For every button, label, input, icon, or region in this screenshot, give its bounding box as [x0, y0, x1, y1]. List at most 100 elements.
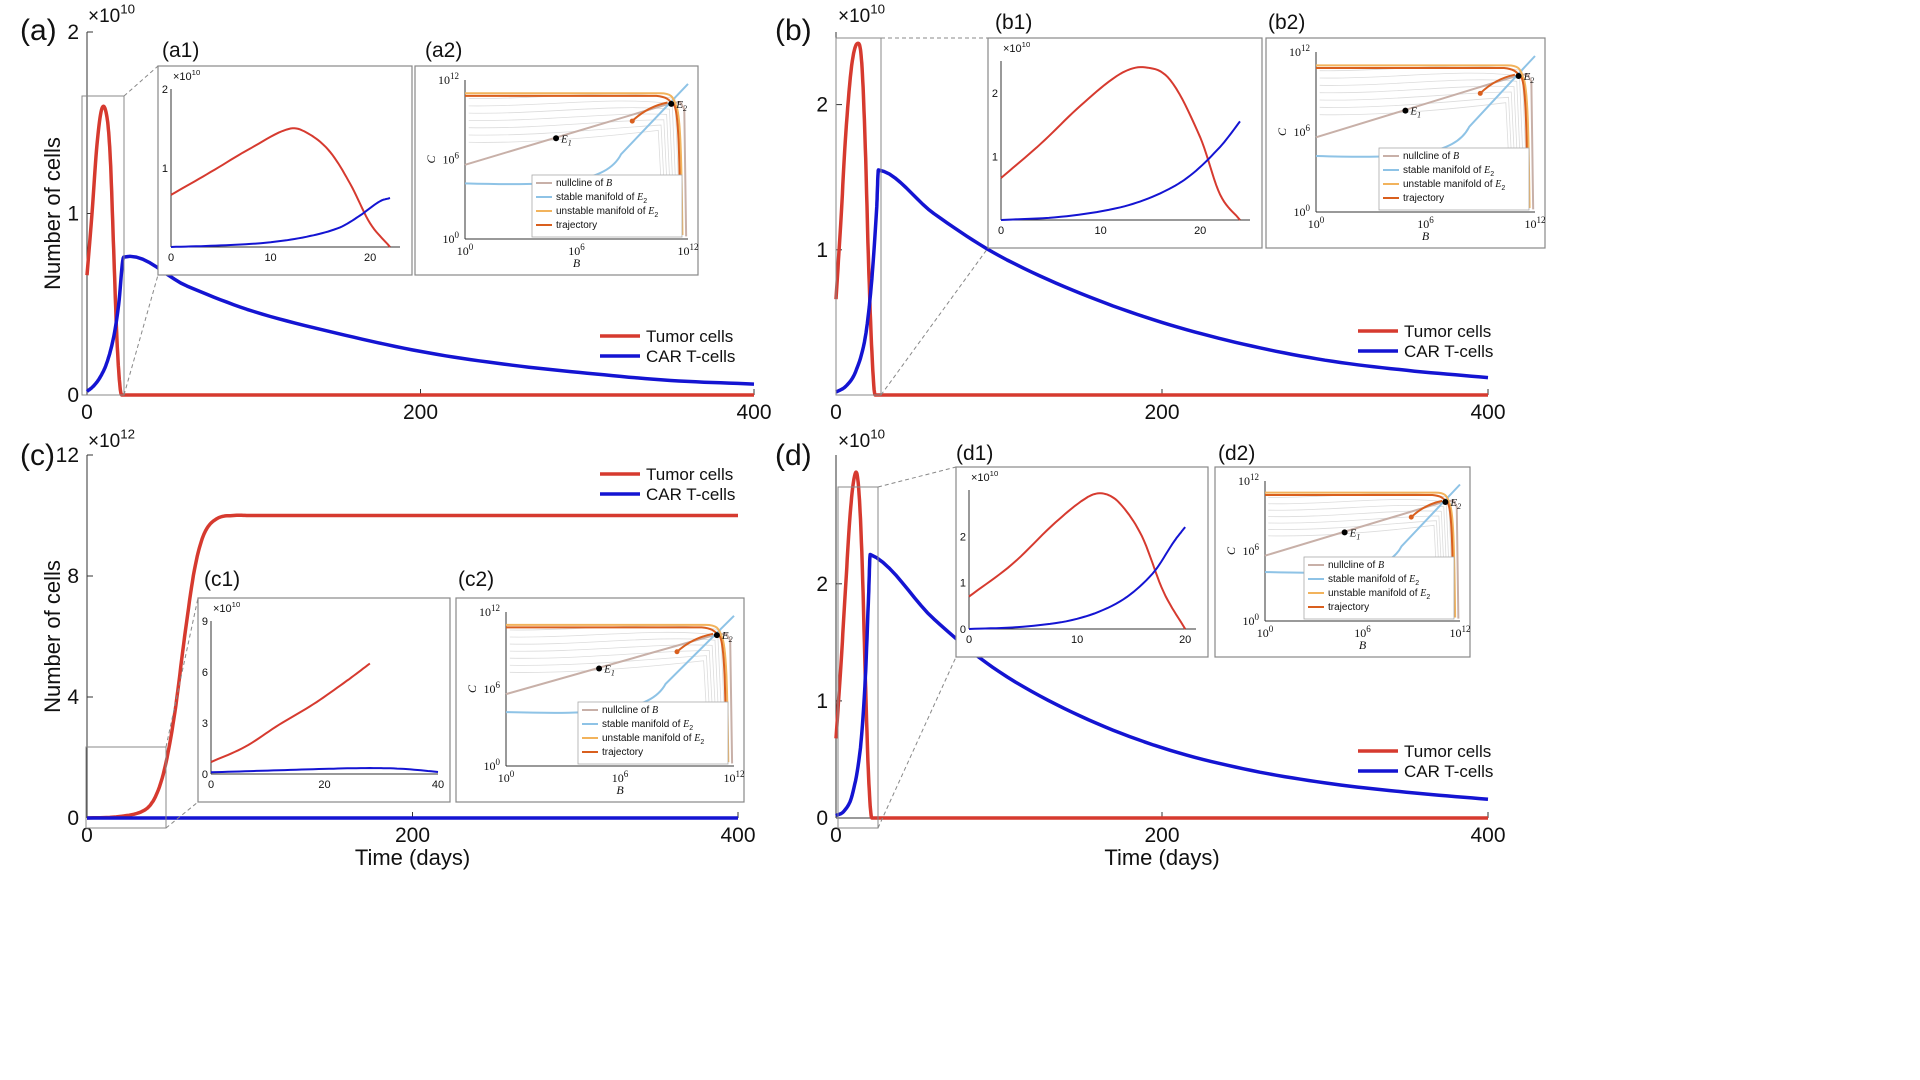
zoom-box: [837, 486, 879, 829]
phase-y-tick-label: 106: [1294, 123, 1311, 139]
trajectory-segment: [676, 632, 714, 653]
phase-y-tick-label: 106: [484, 680, 501, 696]
inset-x-tick-label: 10: [264, 252, 276, 264]
legend-sub: 2: [1426, 594, 1430, 601]
flow-line: [1319, 72, 1526, 209]
tick-power: 12: [1301, 43, 1310, 53]
phase-y-tick-label: 1012: [1238, 472, 1259, 488]
phase-legend-entry: trajectory: [1328, 602, 1369, 613]
zoom-connector: [880, 247, 989, 396]
phase-legend-entry: stable manifold of E2: [1328, 574, 1419, 587]
nullcline-line: [1264, 499, 1460, 619]
phase-y-tick-label: 1012: [438, 71, 459, 87]
legend-text: stable manifold of: [1328, 574, 1409, 585]
x-tick-label: 0: [81, 401, 93, 424]
y-tick-label: 1: [816, 690, 828, 713]
legend-var: E: [636, 192, 643, 203]
inset-x-tick-label: 10: [1094, 225, 1106, 237]
trajectory-segment: [631, 101, 668, 122]
flow-line: [468, 113, 673, 236]
tick-power: 0: [1306, 203, 1311, 213]
legend-text: unstable manifold of: [1328, 588, 1420, 599]
phase-legend-box: [531, 174, 683, 238]
inset-series-car-t-line: [1000, 120, 1241, 221]
inset-label: (b2): [1268, 11, 1305, 34]
equilibrium-label: E1: [1409, 106, 1421, 120]
x-tick-label: 200: [395, 824, 430, 847]
exponent-label-base: ×10: [838, 6, 870, 27]
inset-y-tick-label: 0: [960, 624, 966, 636]
inset-y-tick-label: 2: [960, 531, 966, 543]
equilibrium-e2-point: [1442, 499, 1449, 505]
tick-power: 6: [580, 242, 585, 252]
inset-x-tick-label: 10: [1071, 634, 1083, 646]
trajectory-start-point: [1477, 90, 1483, 96]
tick-base: 10: [1243, 614, 1255, 628]
equilibrium-e2-point: [713, 632, 720, 639]
phase-x-tick-label: 106: [1354, 624, 1371, 640]
exponent-label-power: 10: [120, 1, 135, 16]
legend-entry: Tumor cells: [1404, 742, 1491, 761]
inset-y-tick-label: 3: [202, 718, 208, 730]
phase-y-tick-label: 100: [443, 230, 460, 246]
trajectory-start-point: [674, 649, 680, 655]
inset-x-tick-label: 0: [208, 779, 214, 791]
legend-sub: 2: [1415, 580, 1419, 587]
legend-var: B: [1453, 151, 1459, 162]
phase-legend-entry: nullcline of B: [1403, 151, 1459, 162]
nullcline-line: [1315, 73, 1535, 210]
nullcline-line: [505, 632, 734, 764]
legend-sub: 2: [654, 212, 658, 219]
phase-legend-entry: trajectory: [1403, 193, 1444, 204]
panel-label: (b): [775, 14, 812, 47]
zoom-box: [85, 746, 167, 829]
equilibrium-label: E2: [675, 99, 687, 113]
legend-text: trajectory: [602, 747, 643, 758]
legend-var: E: [1408, 574, 1415, 585]
inset-frame: [1265, 37, 1546, 249]
inset-label: (c2): [458, 568, 494, 591]
phase-y-tick-label: 100: [484, 757, 501, 773]
tick-power: 6: [1306, 123, 1311, 133]
equilibrium-e1-point: [1402, 107, 1409, 114]
inset-series-car-t-line: [210, 766, 439, 774]
inset-x-tick-label: 20: [318, 779, 330, 791]
tick-base: 10: [498, 771, 510, 785]
phase-y-tick-label: 1012: [479, 603, 500, 619]
inset-exponent: ×1010: [213, 600, 240, 615]
equilibrium-letter: E: [603, 663, 611, 675]
flow-line: [1319, 102, 1512, 209]
inset-exponent: ×1010: [1003, 40, 1030, 55]
tick-base: 10: [443, 232, 455, 246]
flow-line: [509, 660, 710, 763]
inset-series-tumor-line: [1000, 66, 1241, 221]
tick-base: 10: [484, 682, 496, 696]
equilibrium-subscript: 1: [568, 138, 572, 147]
flow-line: [1319, 85, 1520, 209]
y-tick-label: 2: [816, 573, 828, 596]
equilibrium-subscript: 1: [1417, 111, 1421, 120]
y-tick-label: 4: [67, 686, 79, 709]
flow-line: [1268, 504, 1450, 618]
inset-exponent: ×1010: [971, 469, 998, 484]
panel-label: (c): [20, 439, 55, 472]
y-tick-label: 2: [67, 21, 79, 44]
phase-legend-entry: unstable manifold of E2: [602, 733, 704, 746]
x-tick-label: 200: [1144, 401, 1179, 424]
tick-base: 10: [724, 771, 736, 785]
tick-power: 6: [1429, 215, 1434, 225]
legend-var: E: [682, 719, 689, 730]
equilibrium-subscript: 1: [611, 668, 615, 677]
inset-label: (a2): [425, 39, 462, 62]
phase-y-label: C: [1275, 127, 1289, 136]
phase-legend-box: [1303, 556, 1455, 620]
inset-series-car-t-line: [170, 197, 391, 248]
inset-y-tick-label: 1: [162, 163, 168, 175]
tick-power: 0: [1320, 215, 1325, 225]
x-axis-label: Time (days): [1104, 845, 1219, 870]
legend-var: B: [606, 178, 612, 189]
